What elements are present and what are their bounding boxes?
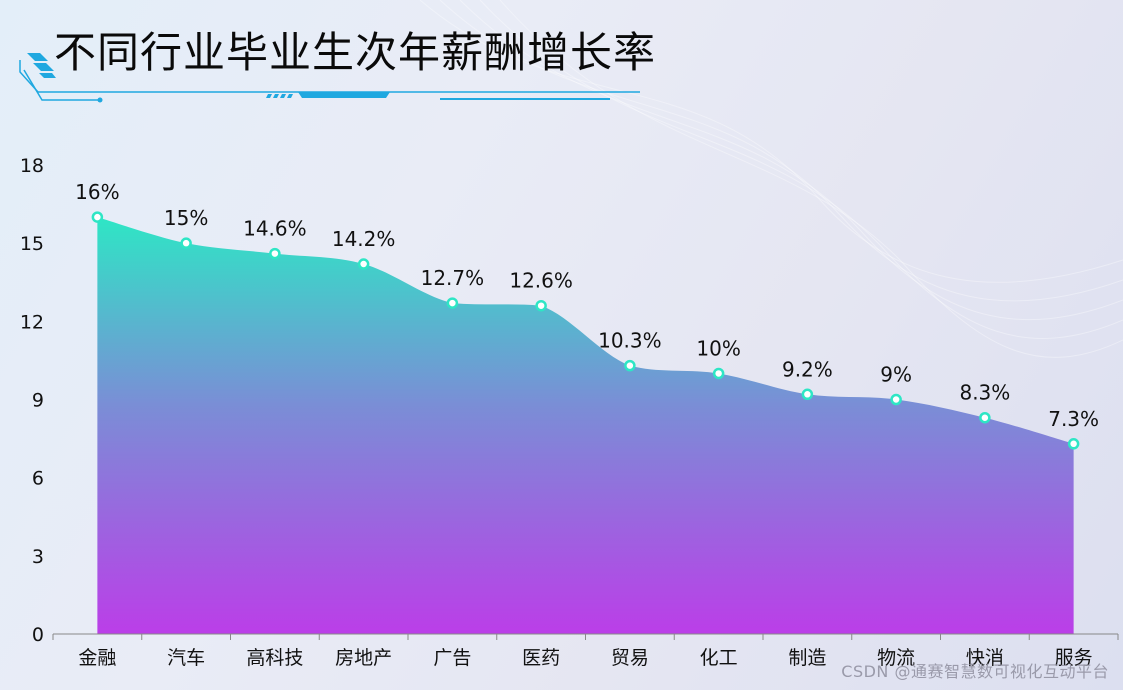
y-tick-label: 6 xyxy=(32,468,44,490)
title-underline-inner xyxy=(23,69,100,101)
data-point-marker xyxy=(180,237,192,249)
x-tick-label: 汽车 xyxy=(167,647,205,669)
watermark-text: CSDN @通赛智慧数可视化互动平台 xyxy=(841,662,1109,681)
data-label: 7.3% xyxy=(1048,407,1099,431)
data-label: 8.3% xyxy=(959,381,1010,405)
x-tick-label: 快消 xyxy=(966,647,1004,669)
x-tick-label: 制造 xyxy=(788,647,826,669)
data-label: 10% xyxy=(696,336,740,360)
title-hatch-marks xyxy=(266,94,293,98)
x-tick-label: 医药 xyxy=(522,647,560,669)
series-area xyxy=(97,217,1074,634)
data-label: 15% xyxy=(164,206,208,230)
data-point-marker xyxy=(890,393,902,406)
data-point-marker xyxy=(1067,438,1080,450)
data-point-marker xyxy=(535,299,547,312)
data-point-marker xyxy=(357,258,370,270)
x-tick-label: 物流 xyxy=(877,647,915,669)
y-tick-label: 12 xyxy=(20,311,44,333)
title-decoration xyxy=(19,53,640,103)
data-label: 9% xyxy=(880,363,912,387)
y-tick-label: 3 xyxy=(32,546,44,568)
data-label: 14.6% xyxy=(243,217,307,241)
chart-header: 不同行业毕业生次年薪酬增长率 xyxy=(0,0,700,110)
y-tick-label: 0 xyxy=(32,624,44,646)
marker-layer xyxy=(91,211,1080,450)
data-label-layer: 16% 15% 14.6% 14.2% 12.7% 12.6% 10.3% 10% 9.2% 9%… xyxy=(75,180,1099,431)
x-tick-label: 服务 xyxy=(1055,647,1093,669)
x-tick-label: 贸易 xyxy=(611,647,649,669)
x-tick-label: 金融 xyxy=(78,647,116,669)
data-label: 16% xyxy=(75,180,119,204)
y-tick-label: 18 xyxy=(20,155,44,177)
data-point-marker xyxy=(712,367,725,380)
x-tick-label: 化工 xyxy=(700,647,738,669)
x-tick-label: 广告 xyxy=(433,647,471,669)
data-point-marker xyxy=(269,247,281,260)
data-point-marker xyxy=(446,297,459,309)
data-label: 12.6% xyxy=(509,269,573,293)
data-point-marker xyxy=(91,211,104,223)
title-accent-bar xyxy=(298,92,390,98)
data-point-marker xyxy=(979,411,991,424)
area-layer xyxy=(97,217,1074,634)
x-tick-label: 房地产 xyxy=(335,647,392,669)
axis-layer: 金融 汽车 高科技 房地产 广告 医药 贸易 化工 制造 物流 快消 服务 0 3 6 9 12 15 18 xyxy=(20,155,1119,669)
data-label: 10.3% xyxy=(598,329,662,353)
data-point-marker xyxy=(801,388,814,401)
chart-title: 不同行业毕业生次年薪酬增长率 xyxy=(54,28,657,77)
y-tick-label: 15 xyxy=(20,233,44,255)
x-tick-label: 高科技 xyxy=(246,647,303,669)
data-label: 14.2% xyxy=(332,227,396,251)
y-tick-label: 9 xyxy=(32,390,44,412)
title-corner-stripes xyxy=(27,53,56,78)
data-label: 9.2% xyxy=(782,357,833,381)
data-point-marker xyxy=(624,359,636,372)
data-label: 12.7% xyxy=(421,266,485,290)
